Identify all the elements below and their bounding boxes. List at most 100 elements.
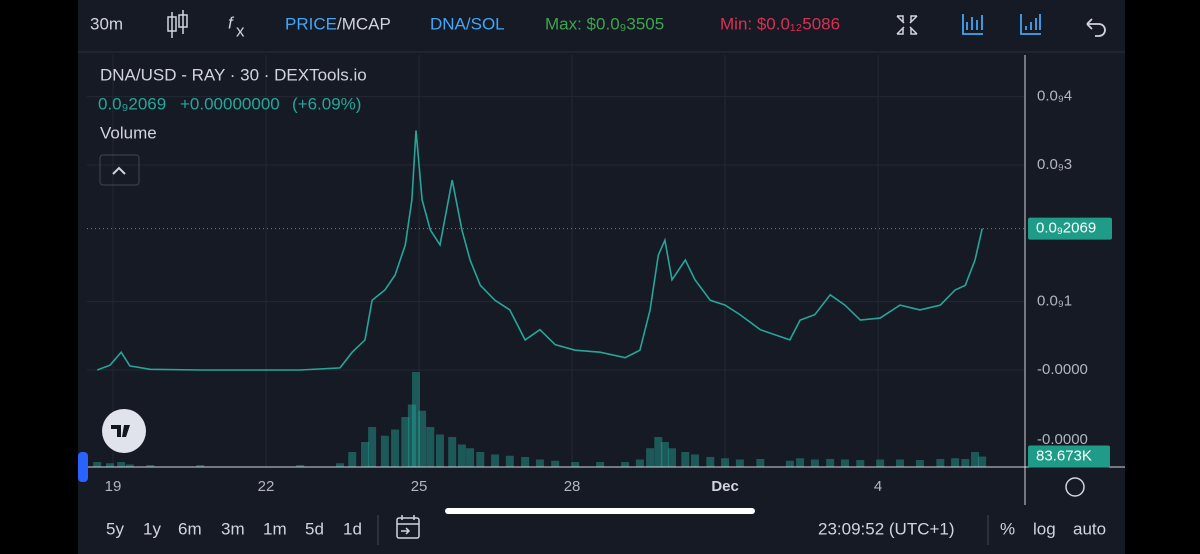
range-button[interactable]: 5y bbox=[106, 519, 124, 538]
home-indicator bbox=[445, 508, 755, 514]
range-button[interactable]: 1d bbox=[343, 519, 362, 538]
volume-bar bbox=[571, 462, 580, 467]
volume-bar bbox=[418, 410, 427, 467]
settings-icon[interactable] bbox=[1065, 477, 1085, 497]
volume-bar bbox=[435, 434, 444, 467]
volume-bar bbox=[476, 452, 485, 467]
side-handle[interactable] bbox=[78, 452, 88, 482]
volume-bar bbox=[426, 427, 435, 467]
y-tick-label: 0.0₉4 bbox=[1037, 88, 1072, 105]
min-price: Min: $0.0₁₂5086 bbox=[720, 14, 840, 33]
candles-icon[interactable] bbox=[167, 10, 188, 38]
chart-type-icon[interactable] bbox=[962, 14, 983, 35]
clock: 23:09:52 (UTC+1) bbox=[818, 519, 955, 538]
volume-bar bbox=[105, 463, 114, 467]
volume-bar bbox=[621, 462, 630, 467]
volume-bar bbox=[551, 460, 560, 467]
volume-icon[interactable] bbox=[1020, 14, 1041, 35]
undo-icon[interactable] bbox=[1086, 18, 1106, 37]
volume-bar bbox=[535, 459, 544, 467]
volume-bar bbox=[796, 458, 805, 467]
volume-bar bbox=[951, 458, 960, 467]
volume-bar bbox=[411, 372, 420, 467]
volume-bar bbox=[448, 437, 457, 467]
volume-bar bbox=[491, 454, 500, 467]
range-button[interactable]: 3m bbox=[221, 519, 245, 538]
volume-bar bbox=[457, 444, 466, 467]
volume-bar bbox=[401, 417, 410, 467]
volume-bar bbox=[596, 462, 605, 467]
tradingview-logo-mark bbox=[111, 425, 130, 437]
log-toggle[interactable]: log bbox=[1033, 519, 1056, 538]
range-button[interactable]: 1y bbox=[143, 519, 161, 538]
volume-bar bbox=[706, 457, 715, 467]
volume-bar bbox=[360, 442, 369, 467]
x-tick-label: 25 bbox=[411, 478, 428, 495]
current-volume-badge bbox=[1028, 445, 1110, 468]
volume-bar bbox=[810, 459, 819, 467]
legend-change: +0.00000000 bbox=[180, 94, 280, 113]
volume-bar bbox=[368, 427, 377, 467]
app-background bbox=[78, 0, 1125, 554]
volume-bar bbox=[521, 457, 530, 467]
volume-bar bbox=[756, 459, 765, 467]
volume-bar bbox=[125, 464, 134, 467]
x-tick-label: 4 bbox=[874, 478, 882, 495]
y-tick-label: 0.0₉3 bbox=[1037, 156, 1072, 173]
y-tick-label: -0.0000 bbox=[1037, 361, 1088, 378]
volume-bar bbox=[196, 465, 205, 467]
current-price-badge bbox=[1028, 217, 1112, 240]
volume-bar bbox=[721, 458, 730, 467]
volume-bar bbox=[690, 454, 699, 467]
date-range-icon[interactable] bbox=[396, 515, 420, 539]
current-price-label: 0.0₉2069 bbox=[1036, 220, 1096, 237]
volume-bar bbox=[971, 452, 980, 467]
mcap-toggle[interactable]: /MCAP bbox=[337, 14, 391, 33]
legend-last-price: 0.0₉2069 bbox=[98, 94, 166, 113]
volume-bar bbox=[646, 448, 655, 467]
max-price: Max: $0.0₉3505 bbox=[545, 14, 664, 33]
indicators-icon[interactable]: f bbox=[228, 13, 235, 32]
volume-bar bbox=[735, 459, 744, 467]
volume-bar bbox=[826, 459, 835, 467]
range-button[interactable]: 5d bbox=[305, 519, 324, 538]
range-button[interactable]: 6m bbox=[178, 519, 202, 538]
volume-bar bbox=[391, 429, 400, 467]
plot bbox=[87, 55, 1025, 467]
volume-bar bbox=[466, 448, 475, 467]
x-tick-label: 22 bbox=[258, 478, 275, 495]
collapse-button[interactable] bbox=[99, 154, 140, 186]
volume-bar bbox=[348, 452, 357, 467]
auto-toggle[interactable]: auto bbox=[1073, 519, 1106, 538]
volume-bar bbox=[146, 465, 155, 467]
volume-bar bbox=[335, 463, 344, 467]
percent-toggle[interactable]: % bbox=[1000, 519, 1015, 538]
volume-bar bbox=[961, 459, 970, 467]
volume-bar bbox=[936, 459, 945, 467]
fullscreen-icon[interactable] bbox=[896, 15, 918, 35]
volume-bar bbox=[668, 448, 677, 467]
y-tick-label: 0.0₉1 bbox=[1037, 293, 1072, 310]
volume-bar bbox=[915, 460, 924, 467]
collapse-icon bbox=[112, 166, 126, 175]
volume-bar bbox=[296, 465, 305, 467]
range-button[interactable]: 1m bbox=[263, 519, 287, 538]
volume-bar bbox=[856, 460, 865, 467]
interval[interactable]: 30m bbox=[90, 14, 123, 33]
x-tick-label: Dec bbox=[711, 478, 739, 495]
volume-bar bbox=[117, 462, 126, 467]
volume-bar bbox=[660, 442, 669, 467]
volume-bar bbox=[654, 437, 663, 467]
x-tick-label: 28 bbox=[564, 478, 581, 495]
volume-bar bbox=[635, 459, 644, 467]
price-line bbox=[96, 130, 983, 371]
volume-bar bbox=[876, 459, 885, 467]
volume-bar bbox=[407, 404, 416, 467]
price-toggle[interactable]: PRICE bbox=[285, 14, 337, 33]
legend-change-pct: (+6.09%) bbox=[292, 94, 361, 113]
legend-title: DNA/USD - RAY · 30 · DEXTools.io bbox=[100, 65, 367, 84]
pair-switch[interactable]: DNA/SOL bbox=[430, 14, 505, 33]
volume-axis-label: -0.0000 bbox=[1037, 431, 1088, 448]
volume-bar bbox=[681, 452, 690, 467]
